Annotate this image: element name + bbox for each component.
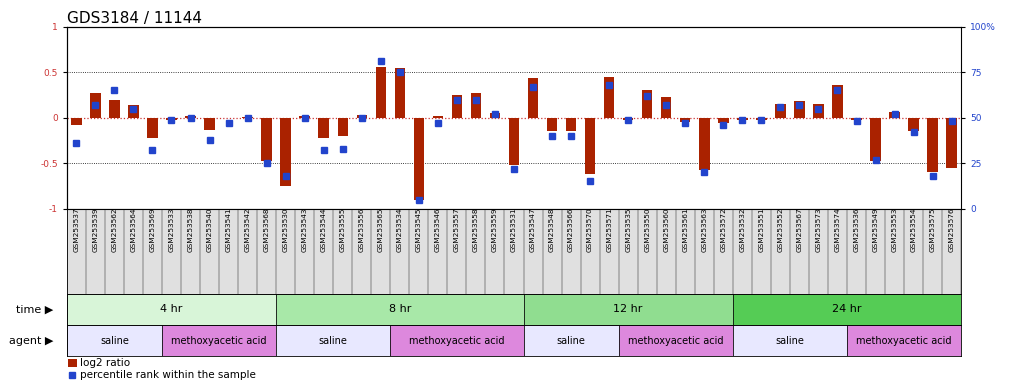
Bar xyxy=(167,118,177,119)
Text: 12 hr: 12 hr xyxy=(614,305,642,314)
Bar xyxy=(927,118,938,172)
Bar xyxy=(319,118,329,138)
Bar xyxy=(733,325,847,356)
Bar xyxy=(90,93,101,118)
Text: 24 hr: 24 hr xyxy=(833,305,861,314)
Text: 8 hr: 8 hr xyxy=(389,305,411,314)
Bar xyxy=(813,104,823,118)
Text: saline: saline xyxy=(100,336,128,346)
Bar xyxy=(243,117,253,118)
Bar xyxy=(851,118,861,121)
Bar xyxy=(71,118,81,125)
Text: GDS3184 / 11144: GDS3184 / 11144 xyxy=(67,11,201,26)
Bar xyxy=(375,67,387,118)
Bar xyxy=(523,294,733,325)
Bar xyxy=(641,91,653,118)
Bar xyxy=(757,118,767,121)
Bar xyxy=(619,325,733,356)
Bar xyxy=(733,294,961,325)
Bar xyxy=(67,325,162,356)
Bar xyxy=(737,118,747,119)
Bar xyxy=(775,104,785,118)
Text: log2 ratio: log2 ratio xyxy=(80,358,131,368)
Bar xyxy=(795,101,805,118)
Bar xyxy=(847,325,961,356)
Bar xyxy=(719,118,729,123)
Bar xyxy=(623,118,633,119)
Bar xyxy=(523,325,619,356)
Bar xyxy=(128,105,139,118)
Bar xyxy=(527,78,539,118)
Bar xyxy=(281,118,291,186)
Text: methoxyacetic acid: methoxyacetic acid xyxy=(409,336,505,346)
Bar xyxy=(413,118,425,200)
Bar xyxy=(661,97,671,118)
Bar xyxy=(565,118,577,131)
Text: saline: saline xyxy=(775,336,804,346)
Bar xyxy=(391,325,523,356)
Bar xyxy=(162,325,277,356)
Bar xyxy=(147,118,157,138)
Bar xyxy=(947,118,957,168)
Text: time ▶: time ▶ xyxy=(16,305,53,314)
Bar xyxy=(109,99,119,118)
Text: saline: saline xyxy=(319,336,347,346)
Bar xyxy=(185,116,195,118)
Bar xyxy=(433,116,443,118)
Bar xyxy=(699,118,709,170)
Bar xyxy=(67,294,277,325)
Bar xyxy=(889,112,900,118)
Bar xyxy=(395,68,405,118)
Bar xyxy=(299,116,309,118)
Bar xyxy=(68,359,77,367)
Text: percentile rank within the sample: percentile rank within the sample xyxy=(80,370,256,380)
Bar xyxy=(261,118,271,161)
Bar xyxy=(489,113,501,118)
Bar xyxy=(603,77,615,118)
Bar xyxy=(681,118,691,122)
Bar xyxy=(833,85,843,118)
Text: methoxyacetic acid: methoxyacetic acid xyxy=(172,336,267,346)
Text: methoxyacetic acid: methoxyacetic acid xyxy=(628,336,724,346)
Bar xyxy=(451,95,463,118)
Bar xyxy=(909,118,919,131)
Text: 4 hr: 4 hr xyxy=(160,305,183,314)
Bar xyxy=(277,294,523,325)
Bar xyxy=(277,325,391,356)
Bar xyxy=(471,93,481,118)
Text: methoxyacetic acid: methoxyacetic acid xyxy=(856,336,952,346)
Bar xyxy=(871,118,881,161)
Text: agent ▶: agent ▶ xyxy=(9,336,53,346)
Bar xyxy=(337,118,347,136)
Bar xyxy=(357,115,367,118)
Text: saline: saline xyxy=(556,336,586,346)
Bar xyxy=(509,118,519,165)
Bar xyxy=(205,118,215,131)
Bar xyxy=(585,118,595,174)
Bar xyxy=(547,118,557,131)
